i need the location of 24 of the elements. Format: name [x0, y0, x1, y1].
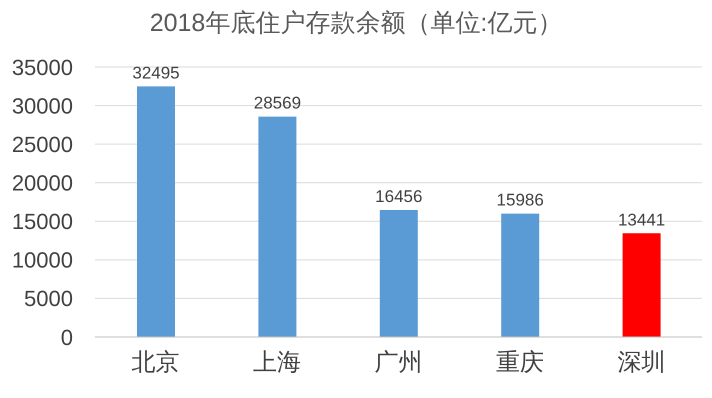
bar: [501, 214, 540, 337]
data-label: 32495: [132, 63, 180, 82]
x-tick-label: 上海: [253, 349, 302, 376]
x-tick-label: 重庆: [496, 349, 544, 376]
chart-title: 2018年底住户存款余额（单位:亿元）: [148, 8, 564, 39]
bar: [137, 86, 175, 337]
y-tick-label: 25000: [12, 132, 73, 157]
y-tick-label: 20000: [12, 170, 73, 196]
data-label: 16456: [375, 187, 422, 206]
x-tick-label: 北京: [132, 349, 180, 376]
x-tick-label: 广州: [374, 349, 422, 376]
bar: [622, 233, 661, 337]
data-label: 28569: [254, 94, 302, 113]
y-tick-label: 15000: [12, 209, 73, 234]
x-tick-label: 深圳: [617, 349, 666, 376]
data-label: 13441: [618, 210, 666, 230]
bar: [258, 116, 296, 337]
data-label: 15986: [496, 190, 544, 210]
y-tick-label: 30000: [12, 93, 73, 118]
bar: [380, 210, 418, 337]
y-tick-label: 0: [60, 324, 73, 350]
y-tick-label: 10000: [12, 248, 73, 273]
y-tick-label: 5000: [24, 286, 73, 312]
y-tick-label: 35000: [12, 54, 73, 80]
